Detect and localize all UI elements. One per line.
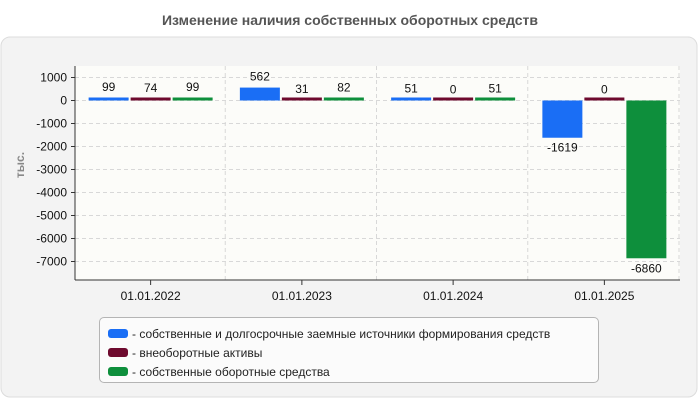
- bar: [391, 97, 432, 101]
- bar: [475, 97, 516, 101]
- data-label: 0: [450, 83, 457, 97]
- legend-swatch: [108, 329, 128, 338]
- y-tick-label: 0: [60, 94, 67, 108]
- chart-title: Изменение наличия собственных оборотных …: [161, 12, 539, 28]
- data-label: 74: [144, 81, 158, 95]
- x-tick-label: 01.01.2025: [574, 289, 634, 303]
- data-label: 51: [404, 81, 418, 95]
- y-axis-label: тыс.: [13, 152, 27, 178]
- legend-label: - внеоборотные активы: [132, 345, 263, 360]
- y-tick-label: -5000: [36, 209, 67, 223]
- legend-item: - собственные оборотные средства: [108, 362, 598, 381]
- y-tick-label: -6000: [36, 232, 67, 246]
- legend: - собственные и долгосрочные заемные ист…: [99, 317, 599, 383]
- data-label: -6860: [631, 261, 662, 275]
- legend-swatch: [108, 348, 128, 357]
- legend-label: - собственные и долгосрочные заемные ист…: [132, 326, 551, 341]
- y-tick-label: -4000: [36, 186, 67, 200]
- bar: [88, 97, 129, 101]
- bar: [172, 97, 213, 101]
- bar: [130, 97, 171, 101]
- data-label: 99: [102, 80, 116, 94]
- y-tick-label: -7000: [36, 255, 67, 269]
- legend-item: - собственные и долгосрочные заемные ист…: [108, 324, 598, 343]
- data-label: 562: [250, 70, 270, 84]
- bar: [626, 100, 667, 259]
- x-tick-label: 01.01.2023: [272, 289, 332, 303]
- bar: [584, 97, 625, 101]
- legend-label: - собственные оборотные средства: [132, 364, 330, 379]
- bar: [323, 97, 364, 101]
- y-tick-label: 1000: [40, 71, 67, 85]
- x-tick-label: 01.01.2024: [423, 289, 483, 303]
- data-label: 31: [295, 82, 309, 96]
- y-tick-label: -1000: [36, 117, 67, 131]
- bar: [542, 100, 583, 138]
- data-label: 82: [337, 81, 351, 95]
- y-tick-label: -3000: [36, 163, 67, 177]
- data-label: 51: [488, 81, 502, 95]
- bar: [433, 97, 474, 101]
- x-tick-label: 01.01.2022: [121, 289, 181, 303]
- data-label: 0: [601, 83, 608, 97]
- legend-item: - внеоборотные активы: [108, 343, 598, 362]
- data-label: -1619: [547, 141, 578, 155]
- data-label: 99: [186, 80, 200, 94]
- bar: [239, 87, 280, 101]
- bar: [281, 97, 322, 101]
- legend-swatch: [108, 367, 128, 376]
- y-tick-label: -2000: [36, 140, 67, 154]
